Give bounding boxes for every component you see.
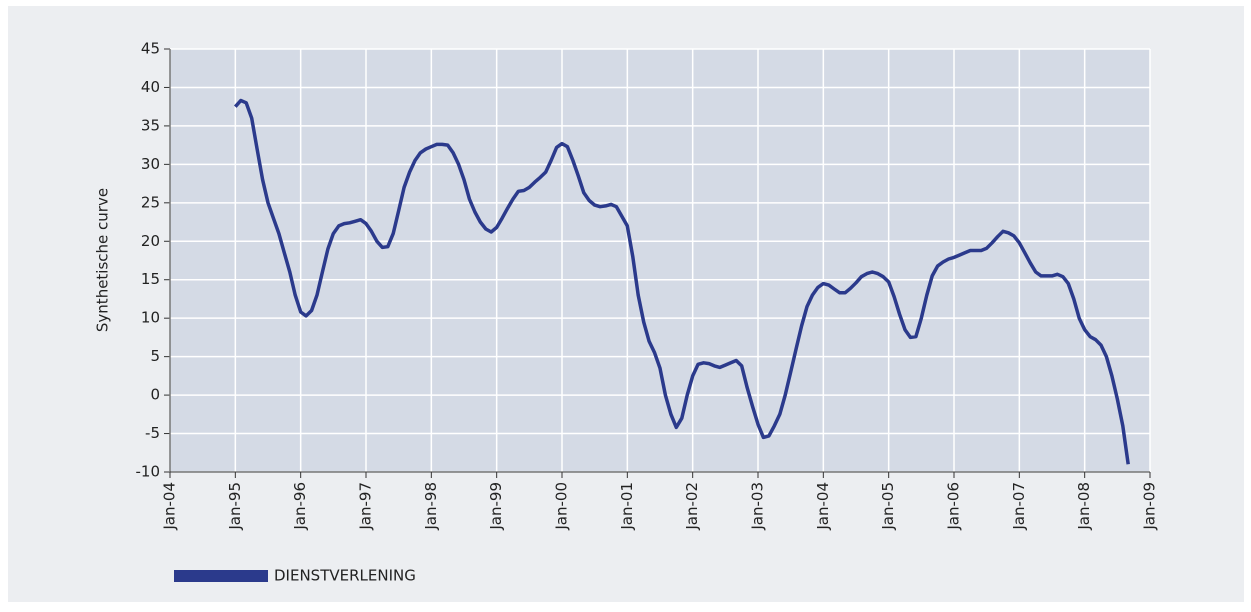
y-tick-label: 5 (150, 347, 160, 365)
x-tick-label: Jan-99 (487, 482, 505, 531)
x-tick-label: Jan-00 (553, 482, 571, 531)
x-tick-label: Jan-07 (1010, 482, 1028, 531)
x-tick-label: Jan-04 (161, 482, 179, 531)
x-tick-label: Jan-09 (1141, 482, 1159, 531)
y-tick-label: 15 (141, 270, 160, 288)
x-tick-label: Jan-96 (291, 482, 309, 531)
x-tick-label: Jan-08 (1075, 482, 1093, 531)
line (233, 98, 1130, 465)
x-tick-label: Jan-01 (618, 482, 636, 531)
x-tick-label: Jan-04 (814, 482, 832, 531)
plot-area (170, 49, 1150, 472)
y-tick-label: 20 (141, 232, 160, 250)
x-tick-label: Jan-03 (749, 482, 767, 531)
x-tick-label: Jan-05 (879, 482, 897, 531)
y-tick-label: 10 (141, 309, 160, 327)
y-tick-label: -10 (136, 463, 161, 481)
y-tick-label: 35 (141, 116, 160, 134)
legend-label: DIENSTVERLENING (274, 567, 416, 585)
y-axis-label: Synthetische curve (94, 188, 112, 332)
y-tick-label: -5 (145, 424, 160, 442)
x-tick-label: Jan-02 (683, 482, 701, 531)
x-tick-label: Jan-98 (422, 482, 440, 531)
y-tick-label: 0 (150, 386, 160, 404)
y-tick-label: 40 (141, 78, 160, 96)
y-tick-label: 30 (141, 155, 160, 173)
y-tick-label: 45 (141, 40, 160, 58)
x-tick-label: Jan-95 (226, 482, 244, 531)
x-tick-label: Jan-06 (945, 482, 963, 531)
y-tick-label: 25 (141, 193, 160, 211)
x-tick-label: Jan-97 (357, 482, 375, 531)
legend-swatch (174, 570, 268, 582)
